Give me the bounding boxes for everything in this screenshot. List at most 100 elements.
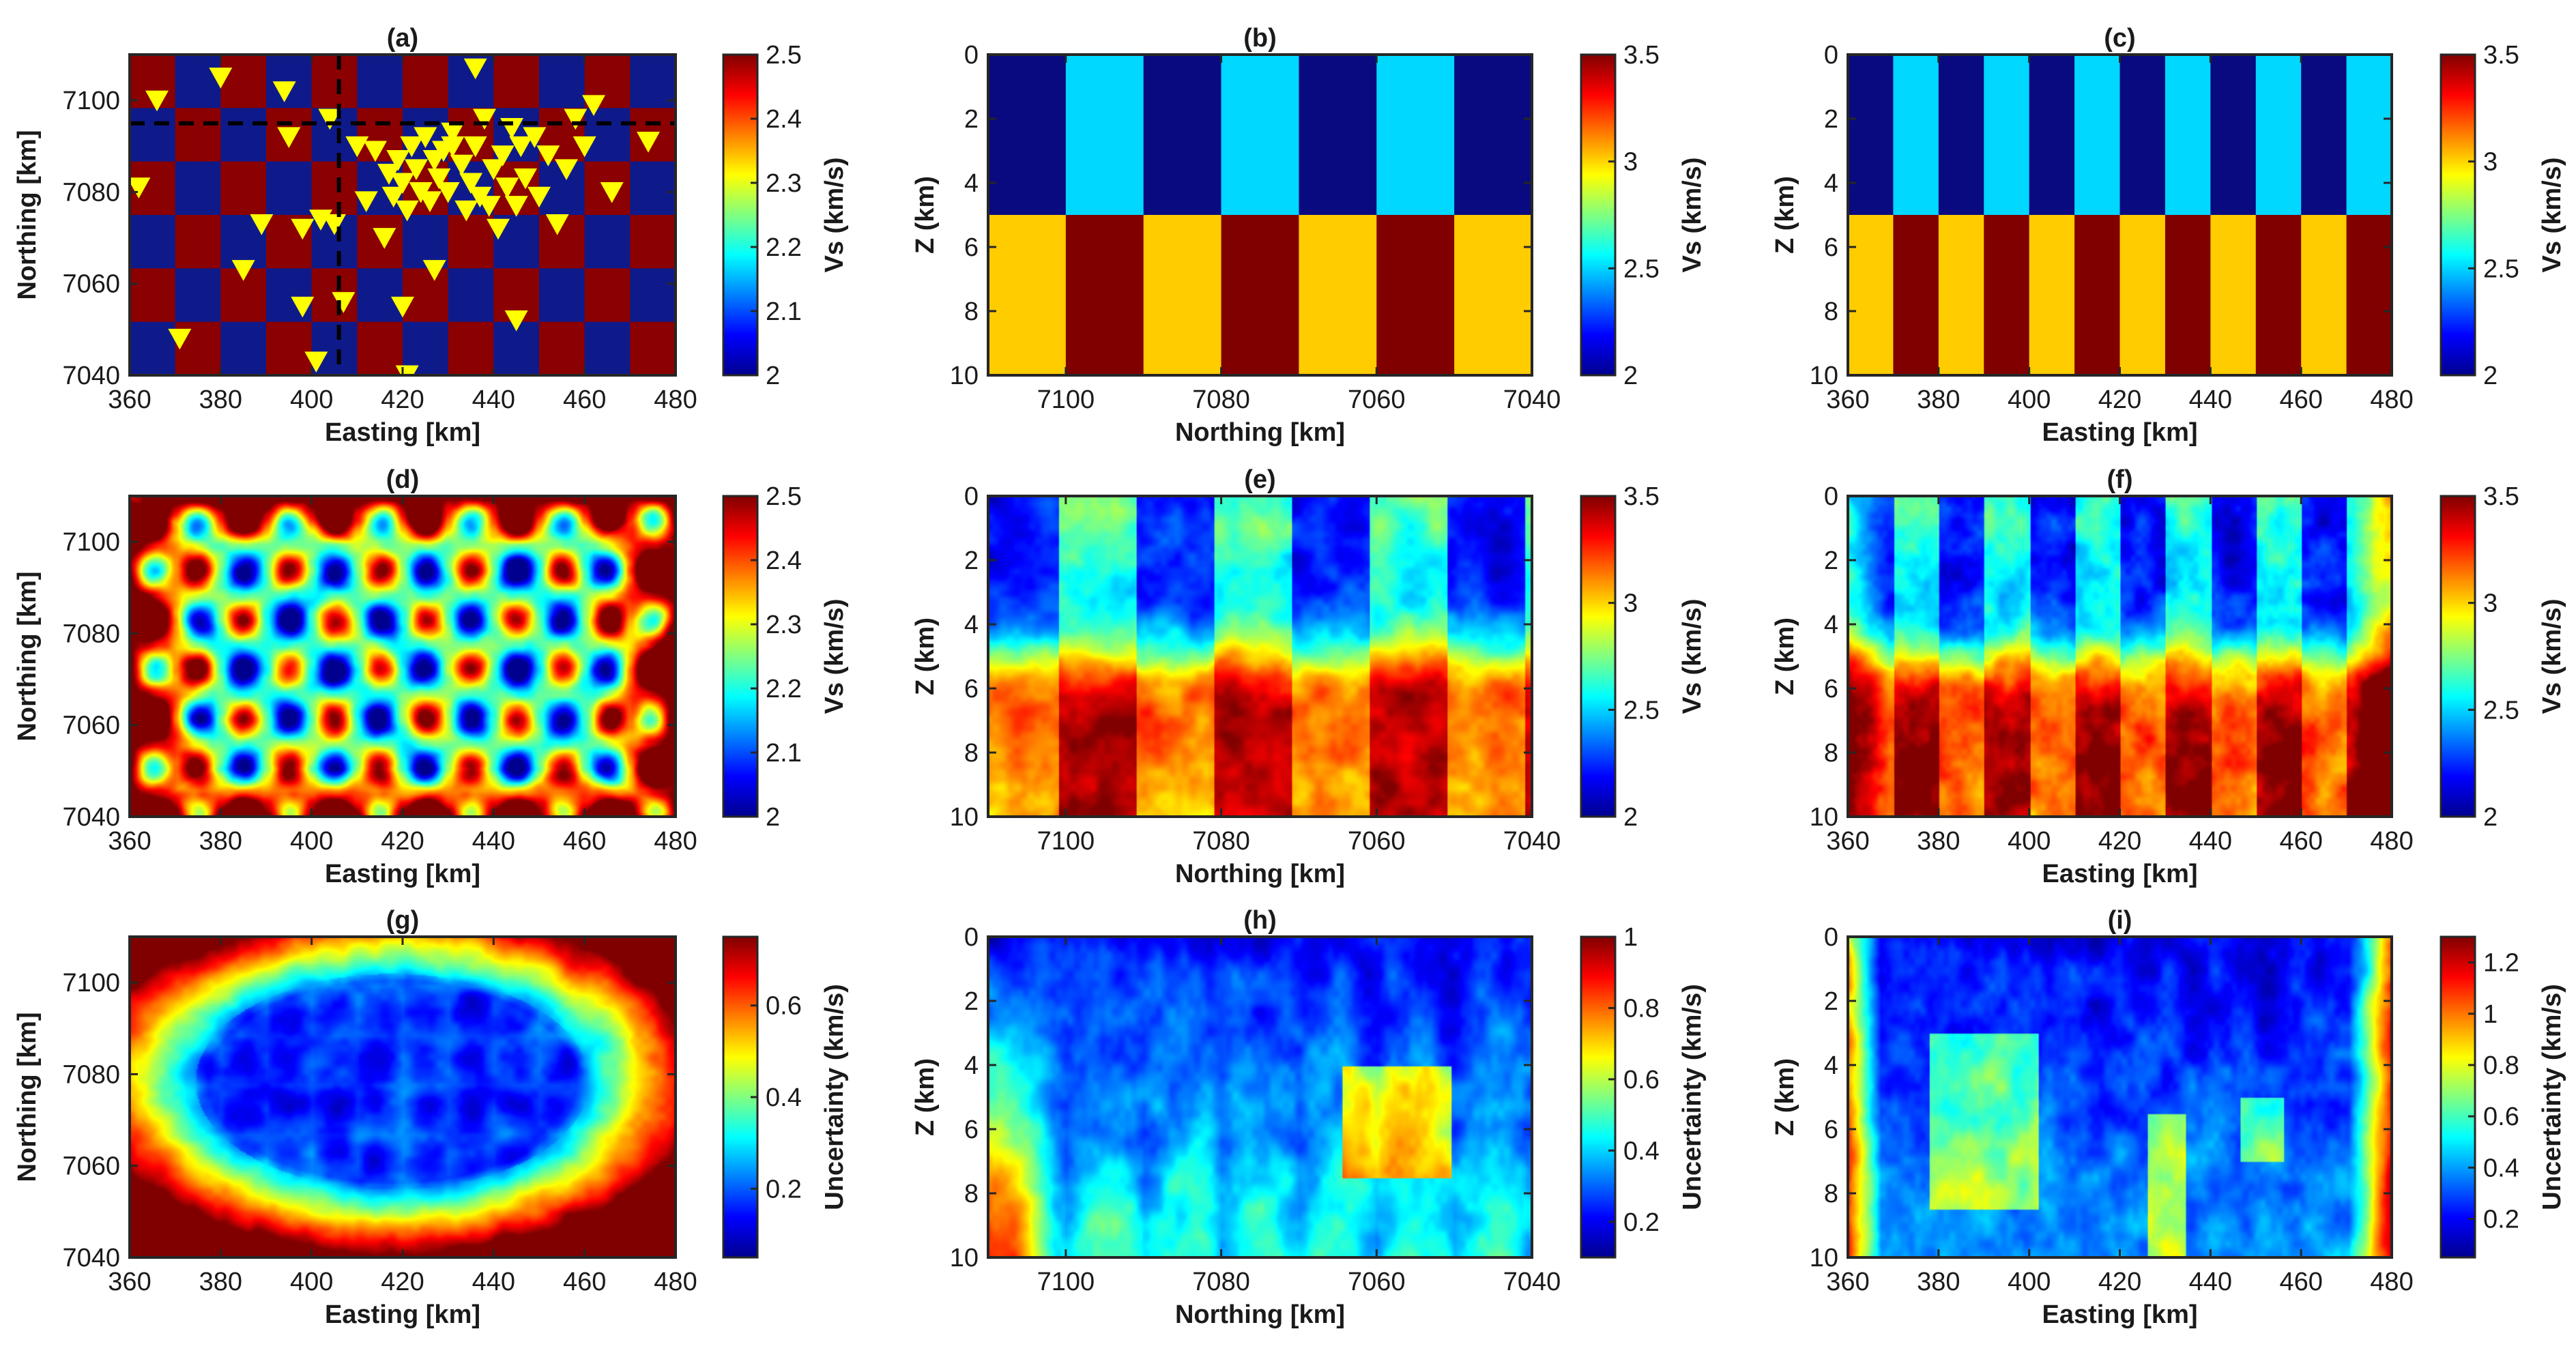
y-tick-label: 2: [1824, 105, 1838, 134]
station-marker: [277, 127, 301, 149]
station-marker: [405, 159, 428, 181]
station-marker: [514, 168, 537, 190]
station-marker: [422, 260, 446, 281]
station-marker: [555, 159, 578, 181]
station-marker: [395, 200, 419, 222]
station-marker: [323, 214, 346, 235]
model-block-top: [2346, 55, 2392, 215]
model-block-bottom: [2301, 215, 2347, 375]
station-marker: [345, 136, 369, 158]
station-marker: [600, 181, 624, 203]
y-tick-label: 2: [964, 987, 979, 1016]
x-tick-label: 460: [563, 385, 606, 414]
panel-title: (g): [386, 906, 420, 935]
y-tick-label: 6: [964, 675, 979, 703]
colorbar-tick-label: 2: [1623, 362, 1638, 390]
y-tick-label: 10: [950, 803, 979, 832]
y-tick-label: 4: [1824, 169, 1838, 198]
y-tick-label: 7040: [62, 803, 120, 832]
station-marker: [418, 191, 442, 213]
colorbar: 2 2.1 2.2 2.3 2.4 2.5 Vs (km/s): [722, 41, 849, 390]
x-tick-label: 400: [2008, 1268, 2051, 1296]
panel-title: (b): [1243, 24, 1277, 53]
y-tick-label: 2: [964, 547, 979, 575]
x-axis-label: Easting [km]: [325, 1300, 480, 1329]
plot-area: [1848, 496, 2392, 817]
plot-area: [988, 55, 1532, 375]
model-block-top: [2165, 55, 2211, 215]
y-tick-label: 4: [1824, 611, 1838, 639]
x-tick-label: 360: [108, 385, 151, 414]
colorbar-tick-label: 3.5: [1623, 41, 1660, 70]
model-block-bottom: [1376, 215, 1455, 375]
station-marker: [391, 173, 414, 194]
checker-cell: [130, 268, 176, 323]
station-marker: [582, 95, 605, 117]
station-marker: [441, 122, 465, 144]
colorbar-tick-label: 2.4: [766, 105, 802, 134]
station-marker: [504, 310, 528, 332]
x-tick-label: 480: [2370, 827, 2413, 856]
colorbar-tick-label: 0.2: [766, 1175, 802, 1204]
x-axis-label: Easting [km]: [2042, 418, 2197, 447]
x-tick-label: 440: [472, 1268, 515, 1296]
y-tick-label: 8: [1824, 297, 1838, 326]
checker-cell: [266, 268, 313, 323]
checker-cell: [403, 55, 449, 108]
y-tick-label: 7040: [62, 1244, 120, 1272]
station-marker: [491, 145, 515, 166]
x-tick-label: 400: [290, 827, 333, 856]
checker-cell: [448, 268, 494, 323]
checker-cell: [311, 161, 358, 216]
y-tick-label: 7080: [62, 620, 120, 648]
plot-area: [130, 937, 676, 1257]
station-marker: [637, 132, 660, 153]
x-axis-label: Northing [km]: [1175, 1300, 1345, 1329]
station-marker: [545, 214, 569, 235]
x-tick-label: 360: [1826, 385, 1869, 414]
model-block-top: [988, 55, 1067, 215]
colorbar-tick-label: 0.8: [2483, 1051, 2519, 1080]
colorbar-gradient: [1580, 495, 1617, 818]
colorbar-tick-label: 3.5: [1623, 482, 1660, 511]
panel-title: (h): [1243, 906, 1277, 935]
colorbar-tick-label: 0.4: [1623, 1137, 1660, 1165]
x-axis-label: Easting [km]: [325, 418, 480, 447]
inversion-image: [1848, 937, 2392, 1257]
station-marker: [509, 136, 533, 158]
x-axis-label: Northing [km]: [1175, 418, 1345, 447]
x-tick-label: 400: [2008, 385, 2051, 414]
model-block-top: [1065, 55, 1144, 215]
y-tick-label: 6: [964, 1116, 979, 1144]
station-marker: [482, 159, 506, 181]
station-marker: [454, 200, 478, 222]
x-tick-label: 380: [1917, 827, 1960, 856]
checker-cell: [220, 321, 267, 375]
checker-cell: [630, 161, 676, 216]
colorbar-tick-label: 0.6: [2483, 1103, 2519, 1131]
colorbar-tick-label: 2.5: [1623, 696, 1660, 725]
y-tick-label: 4: [964, 1051, 979, 1080]
y-tick-label: 10: [950, 1244, 979, 1272]
y-tick-label: 7080: [62, 1060, 120, 1089]
colorbar-label: Vs (km/s): [2538, 158, 2566, 273]
model-block-top: [1938, 55, 1984, 215]
station-marker: [527, 186, 551, 208]
colorbar-tick-label: 2: [766, 362, 780, 390]
y-tick-label: 10: [1810, 1244, 1838, 1272]
y-tick-label: 8: [1824, 739, 1838, 768]
model-block-bottom: [1065, 215, 1144, 375]
y-tick-label: 0: [964, 482, 979, 511]
colorbar-tick-label: 2.1: [766, 297, 802, 326]
station-marker: [130, 177, 151, 199]
station-marker: [427, 168, 451, 190]
panel-title: (e): [1244, 465, 1275, 494]
plot-area: [1848, 55, 2392, 375]
x-tick-label: 7100: [1037, 1268, 1095, 1296]
colorbar-tick-label: 0.4: [766, 1083, 802, 1112]
x-tick-label: 480: [2370, 385, 2413, 414]
model-block-top: [1376, 55, 1455, 215]
checker-cell: [448, 215, 494, 269]
x-tick-label: 380: [199, 385, 242, 414]
